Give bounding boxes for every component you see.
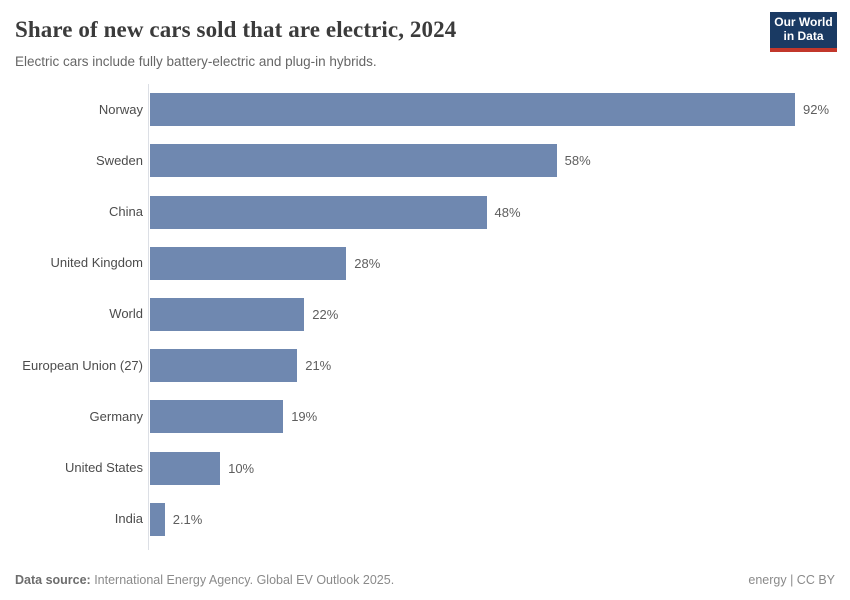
bar-track: 28% bbox=[150, 246, 835, 280]
value-label: 10% bbox=[228, 460, 255, 476]
category-label: China bbox=[109, 203, 143, 219]
bar-track: 21% bbox=[150, 349, 835, 383]
bar-track: 58% bbox=[150, 144, 835, 178]
category-label: India bbox=[114, 511, 143, 527]
chart-row: European Union (27) 21% bbox=[15, 340, 835, 391]
chart-row: United States 10% bbox=[15, 442, 835, 493]
bar[interactable] bbox=[150, 195, 487, 229]
value-label: 2.1% bbox=[172, 511, 203, 527]
value-label: 58% bbox=[564, 153, 591, 169]
owid-logo-line2: in Data bbox=[783, 29, 824, 43]
category-label: United States bbox=[64, 459, 143, 475]
data-source-label: Data source: bbox=[15, 573, 91, 587]
bar[interactable] bbox=[150, 502, 165, 536]
bar[interactable] bbox=[150, 246, 347, 280]
bar[interactable] bbox=[150, 400, 284, 434]
chart-footer: Data source: International Energy Agency… bbox=[15, 573, 835, 587]
value-label: 28% bbox=[354, 255, 381, 271]
chart-row: United Kingdom 28% bbox=[15, 238, 835, 289]
category-label: European Union (27) bbox=[22, 357, 143, 373]
bar-track: 92% bbox=[150, 93, 835, 127]
value-label: 48% bbox=[494, 204, 521, 220]
page-subtitle: Electric cars include fully battery-elec… bbox=[15, 53, 377, 69]
value-label: 92% bbox=[803, 102, 830, 118]
bar-track: 2.1% bbox=[150, 502, 835, 536]
chart-row: India 2.1% bbox=[15, 494, 835, 545]
value-label: 19% bbox=[291, 409, 318, 425]
owid-logo-line1: Our World bbox=[774, 15, 833, 30]
page-title: Share of new cars sold that are electric… bbox=[15, 17, 457, 42]
category-label: Germany bbox=[89, 408, 143, 424]
owid-logo: Our World in Data bbox=[770, 12, 837, 52]
bar-track: 48% bbox=[150, 195, 835, 229]
bar[interactable] bbox=[150, 93, 795, 127]
data-source: Data source: International Energy Agency… bbox=[15, 573, 394, 587]
data-source-text: International Energy Agency. Global EV O… bbox=[90, 573, 395, 587]
chart-header: Share of new cars sold that are electric… bbox=[0, 0, 850, 70]
category-label: United Kingdom bbox=[50, 255, 144, 271]
bar-track: 22% bbox=[150, 297, 835, 331]
value-label: 22% bbox=[312, 306, 339, 322]
value-label: 21% bbox=[305, 358, 332, 374]
y-axis-line bbox=[148, 84, 149, 550]
chart-row: China 48% bbox=[15, 187, 835, 238]
chart-row: Germany 19% bbox=[15, 391, 835, 442]
bar[interactable] bbox=[150, 297, 305, 331]
category-label: Sweden bbox=[96, 152, 143, 168]
chart-row: World 22% bbox=[15, 289, 835, 340]
bar[interactable] bbox=[150, 451, 221, 485]
bar[interactable] bbox=[150, 144, 557, 178]
category-label: World bbox=[109, 306, 143, 322]
bar[interactable] bbox=[150, 349, 298, 383]
bar-track: 19% bbox=[150, 400, 835, 434]
chart-row: Norway 92% bbox=[15, 84, 835, 135]
category-label: Norway bbox=[98, 101, 143, 117]
bar-track: 10% bbox=[150, 451, 835, 485]
license-credit: energy | CC BY bbox=[748, 573, 835, 587]
chart-row: Sweden 58% bbox=[15, 135, 835, 186]
bar-chart: Norway 92% Sweden 58% China 48% United Kingdom… bbox=[15, 84, 835, 550]
